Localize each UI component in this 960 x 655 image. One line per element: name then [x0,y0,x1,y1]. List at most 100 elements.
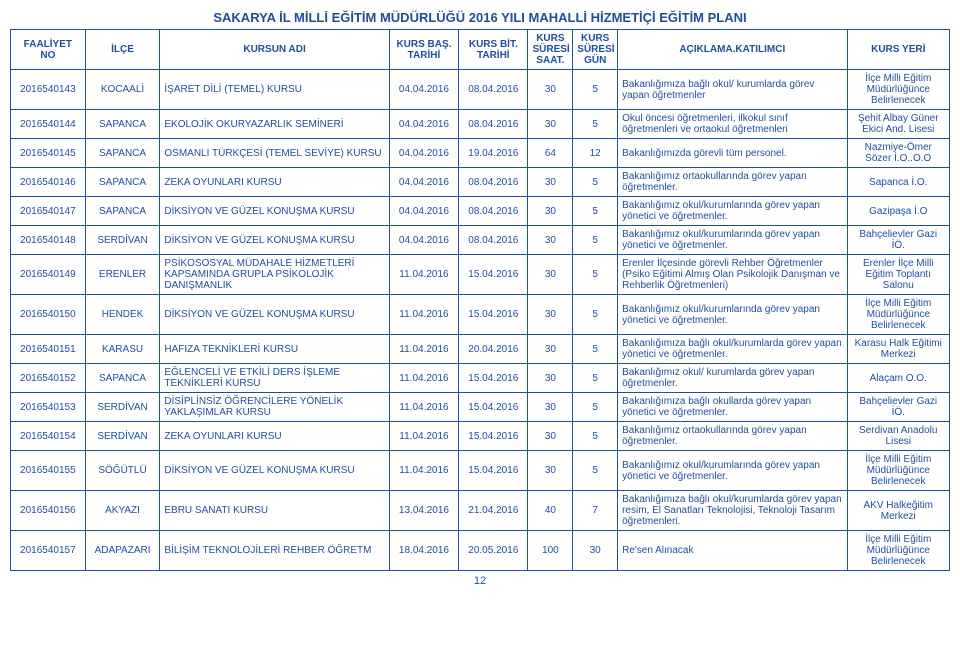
cell-ilce: SAPANCA [85,139,160,168]
table-row: 2016540150HENDEKDİKSİYON VE GÜZEL KONUŞM… [11,295,950,335]
cell-kurs: HAFIZA TEKNİKLERİ KURSU [160,335,389,364]
cell-aciklama: Bakanlığımıza bağlı okul/kurumlarda göre… [618,335,847,364]
cell-aciklama: Okul öncesi öğretmenleri, ilkokul sınıf … [618,110,847,139]
cell-ilce: HENDEK [85,295,160,335]
cell-saat: 30 [528,110,573,139]
cell-saat: 30 [528,393,573,422]
cell-saat: 30 [528,295,573,335]
cell-bas: 18.04.2016 [389,531,458,571]
cell-saat: 40 [528,491,573,531]
cell-bit: 15.04.2016 [459,393,528,422]
cell-aciklama: Bakanlığımıza bağlı okullarda görev yapa… [618,393,847,422]
cell-aciklama: Bakanlığımız okul/kurumlarında görev yap… [618,226,847,255]
cell-kurs: ZEKA OYUNLARI KURSU [160,168,389,197]
cell-aciklama: Bakanlığımız okul/kurumlarında görev yap… [618,451,847,491]
cell-bas: 11.04.2016 [389,335,458,364]
cell-yer: Alaçam O.O. [847,364,950,393]
col-aciklama: AÇIKLAMA.KATILIMCI [618,30,847,70]
cell-bas: 13.04.2016 [389,491,458,531]
cell-yer: Serdivan Anadolu Lisesi [847,422,950,451]
cell-bas: 11.04.2016 [389,451,458,491]
cell-bit: 08.04.2016 [459,70,528,110]
cell-yer: İlçe Milli Eğitim Müdürlüğünce Belirlene… [847,451,950,491]
cell-yer: Gazipaşa İ.O [847,197,950,226]
cell-saat: 30 [528,168,573,197]
cell-no: 2016540145 [11,139,86,168]
cell-bit: 20.04.2016 [459,335,528,364]
col-faaliyet-no: FAALİYET NO [11,30,86,70]
table-row: 2016540148SERDİVANDİKSİYON VE GÜZEL KONU… [11,226,950,255]
cell-gun: 5 [573,451,618,491]
cell-yer: Erenler İlçe Milli Eğitim Toplantı Salon… [847,255,950,295]
cell-gun: 5 [573,70,618,110]
table-row: 2016540153SERDİVANDİSİPLİNSİZ ÖĞRENCİLER… [11,393,950,422]
table-row: 2016540157ADAPAZARIBİLİŞİM TEKNOLOJİLERİ… [11,531,950,571]
cell-kurs: DİKSİYON VE GÜZEL KONUŞMA KURSU [160,197,389,226]
cell-gun: 5 [573,110,618,139]
cell-bit: 15.04.2016 [459,364,528,393]
cell-ilce: SERDİVAN [85,422,160,451]
table-row: 2016540155SÖĞÜTLÜDİKSİYON VE GÜZEL KONUŞ… [11,451,950,491]
cell-bas: 11.04.2016 [389,255,458,295]
cell-bit: 15.04.2016 [459,295,528,335]
cell-saat: 30 [528,197,573,226]
cell-saat: 30 [528,451,573,491]
cell-yer: Nazmiye-Ömer Sözer İ.O..O.O [847,139,950,168]
header-row: FAALİYET NO İLÇE KURSUN ADI KURS BAŞ. TA… [11,30,950,70]
cell-gun: 5 [573,197,618,226]
cell-no: 2016540157 [11,531,86,571]
col-saat: KURS SÜRESİ SAAT. [528,30,573,70]
cell-saat: 30 [528,70,573,110]
cell-gun: 5 [573,364,618,393]
cell-no: 2016540144 [11,110,86,139]
cell-kurs: DİSİPLİNSİZ ÖĞRENCİLERE YÖNELİK YAKLAŞIM… [160,393,389,422]
cell-gun: 5 [573,168,618,197]
cell-aciklama: Bakanlığımız okul/kurumlarında görev yap… [618,197,847,226]
cell-bit: 08.04.2016 [459,197,528,226]
cell-gun: 5 [573,422,618,451]
cell-gun: 5 [573,226,618,255]
cell-no: 2016540150 [11,295,86,335]
cell-aciklama: Bakanlığımız ortaokullarında görev yapan… [618,168,847,197]
cell-no: 2016540155 [11,451,86,491]
cell-bit: 08.04.2016 [459,226,528,255]
cell-ilce: ERENLER [85,255,160,295]
cell-aciklama: Bakanlığımız ortaokullarında görev yapan… [618,422,847,451]
cell-aciklama: Erenler İlçesinde görevli Rehber Öğretme… [618,255,847,295]
cell-yer: Sapanca İ.O. [847,168,950,197]
cell-bas: 11.04.2016 [389,364,458,393]
col-bas-tarihi: KURS BAŞ. TARİHİ [389,30,458,70]
cell-kurs: İŞARET DİLİ (TEMEL) KURSU [160,70,389,110]
data-table: FAALİYET NO İLÇE KURSUN ADI KURS BAŞ. TA… [10,29,950,571]
cell-kurs: DİKSİYON VE GÜZEL KONUŞMA KURSU [160,295,389,335]
cell-kurs: DİKSİYON VE GÜZEL KONUŞMA KURSU [160,451,389,491]
cell-ilce: SÖĞÜTLÜ [85,451,160,491]
col-gun: KURS SÜRESİ GÜN [573,30,618,70]
cell-ilce: SAPANCA [85,168,160,197]
cell-kurs: EKOLOJİK OKURYAZARLIK SEMİNERİ [160,110,389,139]
cell-ilce: AKYAZI [85,491,160,531]
cell-bas: 04.04.2016 [389,139,458,168]
cell-gun: 5 [573,255,618,295]
cell-gun: 7 [573,491,618,531]
cell-aciklama: Bakanlığımıza bağlı okul/kurumlarda göre… [618,491,847,531]
cell-no: 2016540153 [11,393,86,422]
cell-ilce: SAPANCA [85,110,160,139]
cell-kurs: EBRU SANATI KURSU [160,491,389,531]
cell-gun: 30 [573,531,618,571]
table-row: 2016540143KOCAALİİŞARET DİLİ (TEMEL) KUR… [11,70,950,110]
cell-ilce: KARASU [85,335,160,364]
cell-gun: 5 [573,393,618,422]
cell-aciklama: Bakanlığımızda görevli tüm personel. [618,139,847,168]
cell-saat: 64 [528,139,573,168]
cell-aciklama: Bakanlığımız okul/ kurumlarda görev yapa… [618,364,847,393]
cell-no: 2016540152 [11,364,86,393]
cell-yer: İlçe Milli Eğitim Müdürlüğünce Belirlene… [847,531,950,571]
table-row: 2016540154SERDİVANZEKA OYUNLARI KURSU11.… [11,422,950,451]
cell-no: 2016540154 [11,422,86,451]
cell-bit: 15.04.2016 [459,422,528,451]
cell-no: 2016540147 [11,197,86,226]
cell-saat: 30 [528,422,573,451]
cell-kurs: ZEKA OYUNLARI KURSU [160,422,389,451]
cell-ilce: SERDİVAN [85,393,160,422]
